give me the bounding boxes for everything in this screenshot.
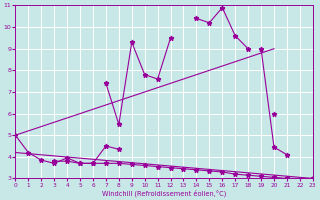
X-axis label: Windchill (Refroidissement éolien,°C): Windchill (Refroidissement éolien,°C)	[102, 189, 226, 197]
